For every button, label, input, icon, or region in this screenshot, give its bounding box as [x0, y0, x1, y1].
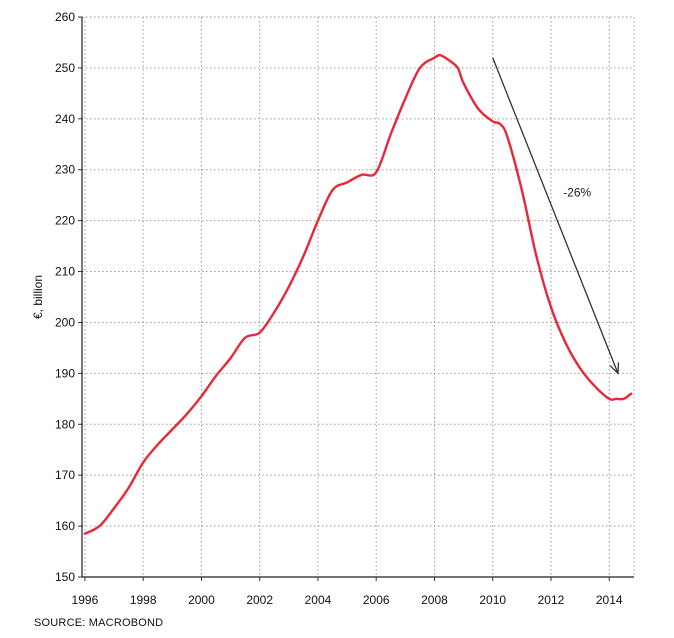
- x-tick-labels: 1996 1998 2000 2002 2004 2006 2008 2010 2012 2014: [72, 593, 623, 607]
- x-tick-label: 2014: [596, 593, 623, 607]
- y-tick-label: 260: [55, 10, 75, 24]
- x-tick-label: 2006: [363, 593, 390, 607]
- source-note: SOURCE: MACROBOND: [34, 617, 164, 629]
- y-tick-label: 150: [55, 570, 75, 584]
- x-tick-label: 1998: [130, 593, 157, 607]
- x-tick-label: 2010: [479, 593, 506, 607]
- y-tick-labels: 150 160 170 180 190 200 210 220 230 240 250 260: [55, 10, 75, 584]
- y-tick-label: 240: [55, 112, 75, 126]
- y-tick-label: 190: [55, 366, 75, 380]
- series-line: [83, 53, 633, 535]
- x-tick-label: 2002: [246, 593, 273, 607]
- decline-annotation: -26%: [563, 186, 591, 200]
- x-tick-label: 1996: [72, 593, 99, 607]
- y-tick-label: 210: [55, 265, 75, 279]
- y-axis-label: €, billion: [31, 275, 45, 319]
- decline-arrow-head: [609, 362, 620, 375]
- y-tick-label: 230: [55, 163, 75, 177]
- y-tick-label: 250: [55, 61, 75, 75]
- x-tick-label: 2004: [305, 593, 332, 607]
- y-tick-label: 220: [55, 214, 75, 228]
- x-tick-label: 2008: [421, 593, 448, 607]
- y-tick-label: 200: [55, 315, 75, 329]
- decline-arrow: [492, 57, 619, 374]
- x-tick-label: 2000: [188, 593, 215, 607]
- y-tick-label: 160: [55, 519, 75, 533]
- y-tick-label: 180: [55, 417, 75, 431]
- grid-lines: [78, 16, 635, 581]
- x-tick-label: 2012: [538, 593, 565, 607]
- y-tick-label: 170: [55, 468, 75, 482]
